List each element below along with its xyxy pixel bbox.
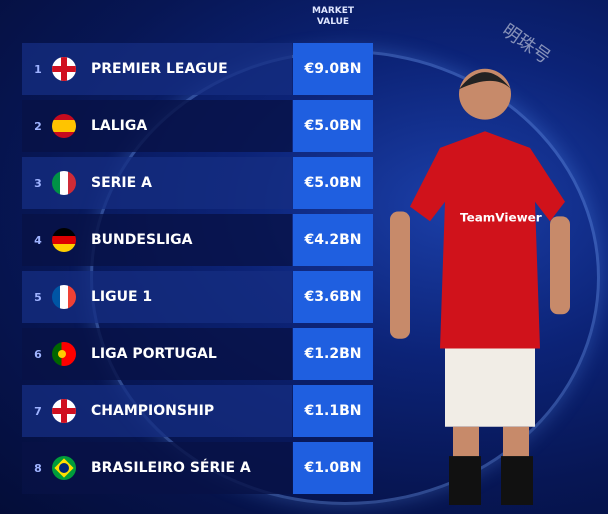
portugal-flag-icon — [52, 342, 76, 366]
league-name: CHAMPIONSHIP — [91, 403, 215, 419]
market-value: €5.0BN — [293, 100, 373, 152]
league-name: LIGUE 1 — [91, 289, 153, 305]
market-value: €9.0BN — [293, 43, 373, 95]
market-value-header: MARKET VALUE — [293, 6, 373, 28]
england-flag-icon — [52, 57, 76, 81]
england-flag-icon — [52, 399, 76, 423]
rank: 5 — [34, 290, 42, 304]
shorts — [445, 348, 535, 427]
table-row: 6 LIGA PORTUGAL — [22, 328, 292, 380]
germany-flag-icon — [52, 228, 76, 252]
table-row: 5 LIGUE 1 — [22, 271, 292, 323]
rank: 6 — [34, 347, 42, 361]
league-name: SERIE A — [91, 175, 152, 191]
market-value: €4.2BN — [293, 214, 373, 266]
header-line2: VALUE — [316, 17, 350, 27]
league-name: BUNDESLIGA — [91, 232, 193, 248]
rank: 8 — [34, 461, 42, 475]
table-row: 3 SERIE A — [22, 157, 292, 209]
rank: 1 — [34, 62, 42, 76]
table-row: 2 LALIGA — [22, 100, 292, 152]
italy-flag-icon — [52, 171, 76, 195]
table-row: 1 PREMIER LEAGUE — [22, 43, 292, 95]
shirt-sponsor: TeamViewer — [460, 210, 542, 224]
league-name: LIGA PORTUGAL — [91, 346, 217, 362]
player-image: TeamViewer — [390, 68, 570, 505]
rank: 4 — [34, 233, 42, 247]
spain-flag-icon — [52, 114, 76, 138]
rank: 2 — [34, 119, 42, 133]
red-shirt — [410, 131, 565, 349]
table-row: 4 BUNDESLIGA — [22, 214, 292, 266]
market-value: €3.6BN — [293, 271, 373, 323]
table-row: 8 BRASILEIRO SÉRIE A — [22, 442, 292, 494]
market-value: €1.1BN — [293, 385, 373, 437]
table-row: 7 CHAMPIONSHIP — [22, 385, 292, 437]
brazil-flag-icon — [52, 456, 76, 480]
market-value: €1.0BN — [293, 442, 373, 494]
league-name: PREMIER LEAGUE — [91, 61, 228, 77]
rank: 7 — [34, 404, 42, 418]
league-name: LALIGA — [91, 118, 148, 134]
market-value: €1.2BN — [293, 328, 373, 380]
rank: 3 — [34, 176, 42, 190]
france-flag-icon — [52, 285, 76, 309]
header-line1: MARKET — [311, 6, 355, 16]
market-value: €5.0BN — [293, 157, 373, 209]
league-name: BRASILEIRO SÉRIE A — [91, 460, 251, 476]
